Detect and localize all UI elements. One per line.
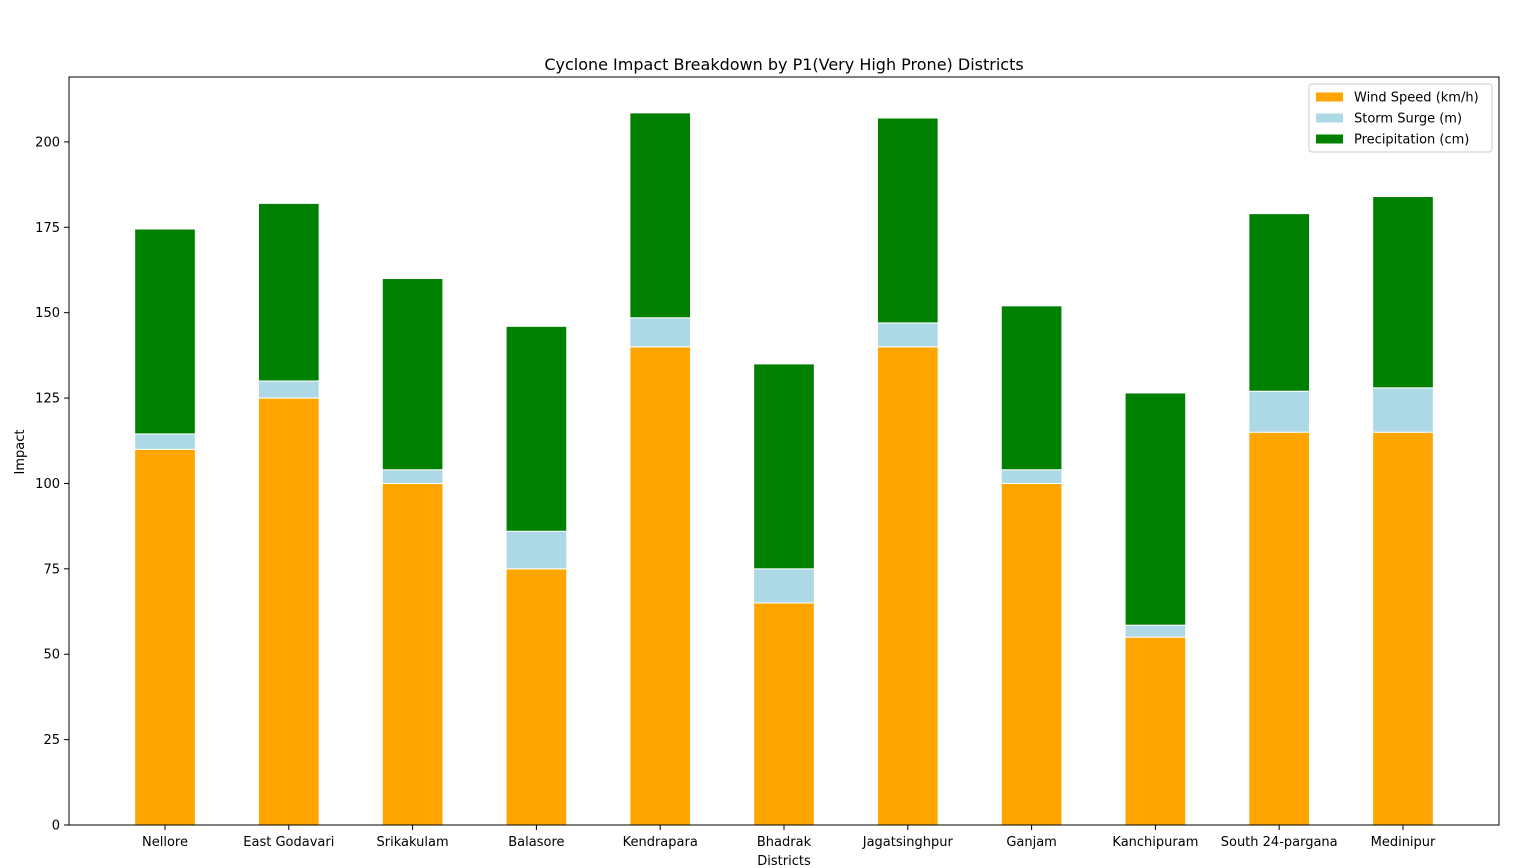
legend-box	[1308, 83, 1493, 153]
bar-2-1	[257, 202, 320, 382]
x-tick-label: Jagatsinghpur	[862, 835, 954, 850]
bar-1-5	[753, 568, 815, 604]
y-tick-label: 75	[43, 562, 60, 577]
x-tick-label: Bhadrak	[757, 835, 812, 850]
bar-1-4	[629, 317, 692, 348]
bar-2-7	[1000, 305, 1063, 471]
x-tick-label: Ganjam	[1006, 835, 1057, 850]
y-tick-label: 175	[35, 221, 60, 236]
y-axis: 0 25 50 75 100 125 150 175 200	[35, 135, 69, 834]
legend-swatch	[1316, 113, 1343, 123]
bar-0-1	[257, 397, 320, 826]
bar-1-2	[381, 469, 444, 484]
bar-2-10	[1372, 196, 1434, 389]
bar-2-3	[505, 325, 568, 532]
bar-2-8	[1124, 392, 1187, 626]
y-tick-label: 125	[35, 392, 60, 407]
x-tick-label: Kendrapara	[623, 835, 698, 850]
bar-2-6	[876, 117, 939, 324]
legend: Wind Speed (km/h) Storm Surge (m) Precipit…	[1308, 83, 1493, 153]
legend-swatch	[1316, 92, 1343, 102]
bar-0-5	[753, 602, 815, 826]
bar-1-9	[1248, 390, 1311, 433]
y-axis-label: Impact	[13, 430, 28, 475]
bar-1-6	[876, 322, 939, 348]
legend-label: Wind Speed (km/h)	[1354, 91, 1479, 106]
bar-1-7	[1000, 469, 1063, 484]
bar-0-4	[629, 346, 692, 826]
x-tick-label: East Godavari	[243, 835, 334, 850]
x-tick-label: Balasore	[508, 835, 564, 850]
x-axis: Nellore East Godavari Srikakulam Balasore Ke…	[142, 825, 1436, 850]
bar-2-4	[629, 112, 692, 319]
bar-1-3	[505, 530, 568, 570]
bar-2-9	[1248, 213, 1311, 392]
y-tick-label: 25	[43, 733, 60, 748]
x-tick-label: Nellore	[142, 835, 188, 850]
x-tick-label: Srikakulam	[377, 835, 449, 850]
legend-label: Storm Surge (m)	[1354, 112, 1462, 127]
y-tick-label: 50	[43, 648, 60, 663]
y-tick-label: 200	[35, 135, 60, 150]
bars-layer	[134, 112, 1434, 826]
legend-label: Precipitation (cm)	[1354, 133, 1469, 148]
bar-0-2	[381, 482, 444, 826]
bar-0-7	[1000, 482, 1063, 826]
bar-0-9	[1248, 431, 1311, 826]
x-tick-label: Kanchipuram	[1112, 835, 1198, 850]
x-axis-label: Districts	[757, 854, 811, 868]
bar-1-1	[257, 380, 320, 399]
bar-2-0	[134, 228, 196, 435]
bar-0-8	[1124, 636, 1187, 826]
y-tick-label: 150	[35, 306, 60, 321]
bar-0-10	[1372, 431, 1434, 826]
x-tick-label: South 24-pargana	[1221, 835, 1338, 850]
legend-swatch	[1316, 134, 1343, 144]
bar-2-2	[381, 278, 444, 471]
bar-0-0	[134, 448, 196, 826]
x-tick-label: Medinipur	[1371, 835, 1436, 850]
bar-0-3	[505, 568, 568, 826]
bar-0-6	[876, 346, 939, 826]
bar-1-8	[1124, 624, 1187, 638]
bar-2-5	[753, 363, 815, 570]
bar-1-10	[1372, 387, 1434, 433]
chart-title: Cyclone Impact Breakdown by P1(Very High…	[544, 55, 1023, 74]
bar-1-0	[134, 433, 196, 450]
y-tick-label: 0	[52, 819, 60, 834]
y-tick-label: 100	[35, 477, 60, 492]
